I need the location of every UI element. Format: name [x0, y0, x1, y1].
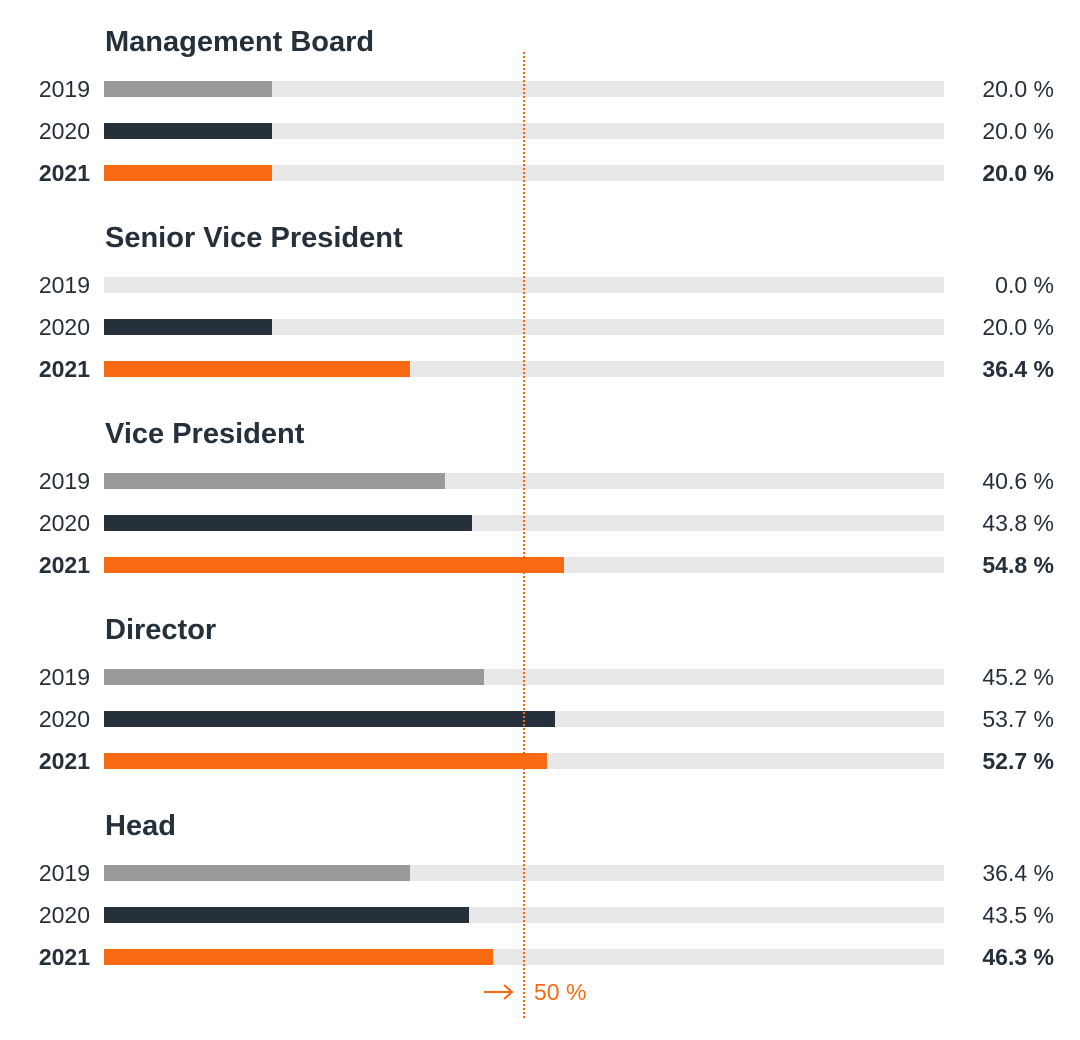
- data-label: 43.5 %: [982, 902, 1054, 928]
- data-label: 45.2 %: [982, 664, 1054, 690]
- data-label: 20.0 %: [982, 160, 1054, 186]
- data-label: 54.8 %: [982, 552, 1054, 578]
- bar-2021: [104, 557, 565, 573]
- bar-2021: [104, 165, 272, 181]
- year-tick-label: 2021: [38, 356, 90, 382]
- bar-2021: [104, 361, 410, 377]
- group-title: Director: [105, 614, 217, 646]
- year-tick-label: 2021: [38, 944, 90, 970]
- year-tick-label: 2019: [38, 272, 90, 298]
- data-label: 53.7 %: [982, 706, 1054, 732]
- data-label: 52.7 %: [982, 748, 1054, 774]
- year-tick-label: 2020: [38, 118, 90, 144]
- year-tick-label: 2019: [38, 76, 90, 102]
- year-tick-label: 2021: [38, 748, 90, 774]
- bar-track: [104, 753, 944, 769]
- data-label: 36.4 %: [982, 860, 1054, 886]
- bar-2020: [104, 123, 272, 139]
- data-label: 0.0 %: [995, 272, 1054, 298]
- data-label: 40.6 %: [982, 468, 1054, 494]
- arrow-right-icon: [484, 984, 514, 1000]
- reference-line-label: 50 %: [534, 979, 587, 1005]
- year-tick-label: 2020: [38, 706, 90, 732]
- group-title: Vice President: [105, 418, 305, 450]
- bar-2019: [104, 865, 410, 881]
- data-label: 20.0 %: [982, 76, 1054, 102]
- group-title: Management Board: [105, 26, 375, 58]
- bar-2020: [104, 319, 272, 335]
- year-tick-label: 2020: [38, 510, 90, 536]
- data-label: 43.8 %: [982, 510, 1054, 536]
- bar-2020: [104, 907, 470, 923]
- year-tick-label: 2021: [38, 160, 90, 186]
- bar-2019: [104, 81, 272, 97]
- year-tick-label: 2020: [38, 902, 90, 928]
- bar-2020: [104, 515, 472, 531]
- bar-2021: [104, 949, 493, 965]
- bar-2019: [104, 669, 484, 685]
- year-tick-label: 2019: [38, 664, 90, 690]
- year-tick-label: 2021: [38, 552, 90, 578]
- data-label: 20.0 %: [982, 314, 1054, 340]
- year-tick-label: 2019: [38, 860, 90, 886]
- reference-line: [523, 52, 525, 1018]
- year-tick-label: 2020: [38, 314, 90, 340]
- group-title: Senior Vice President: [105, 222, 403, 254]
- group-title: Head: [105, 810, 176, 842]
- data-label: 36.4 %: [982, 356, 1054, 382]
- year-tick-label: 2019: [38, 468, 90, 494]
- bar-2020: [104, 711, 556, 727]
- data-label: 20.0 %: [982, 118, 1054, 144]
- data-label: 46.3 %: [982, 944, 1054, 970]
- bar-2019: [104, 473, 446, 489]
- bar-2021: [104, 753, 547, 769]
